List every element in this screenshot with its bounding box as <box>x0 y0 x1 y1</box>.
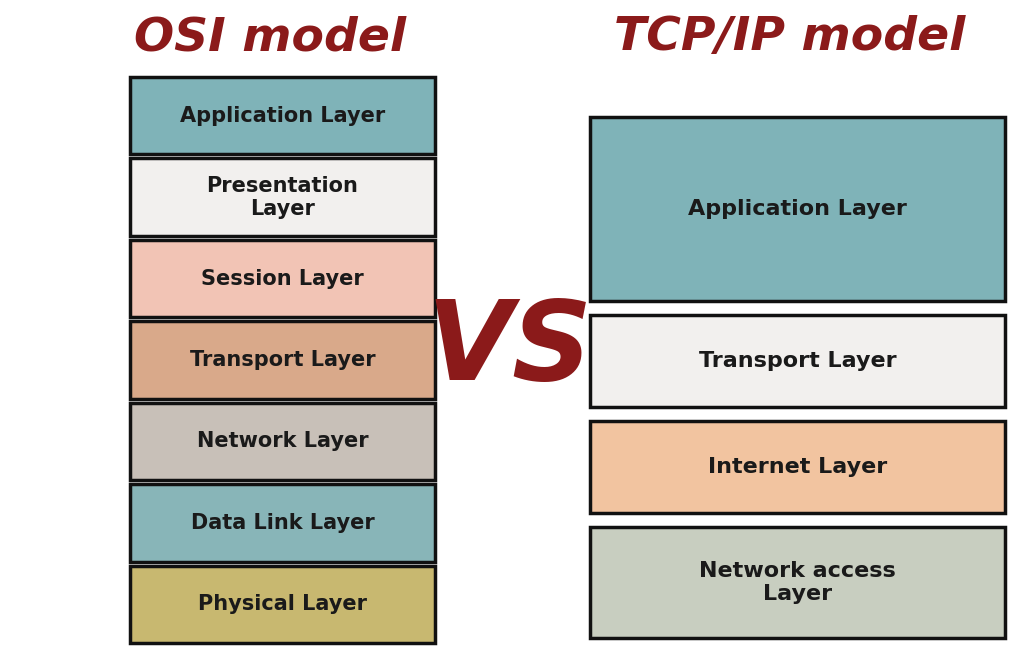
Bar <box>590 527 1005 638</box>
Text: Network Layer: Network Layer <box>197 432 369 452</box>
Text: Transport Layer: Transport Layer <box>189 350 376 370</box>
Text: TCP/IP model: TCP/IP model <box>614 16 966 60</box>
Text: Session Layer: Session Layer <box>201 268 364 289</box>
Text: VS: VS <box>427 296 593 404</box>
Bar <box>130 321 435 398</box>
Bar <box>130 240 435 317</box>
Text: Data Link Layer: Data Link Layer <box>190 513 375 533</box>
Bar <box>130 77 435 155</box>
Text: Application Layer: Application Layer <box>180 106 385 125</box>
Bar <box>130 484 435 562</box>
Bar <box>130 566 435 643</box>
Bar <box>130 159 435 236</box>
Bar <box>590 421 1005 514</box>
Text: Internet Layer: Internet Layer <box>708 458 887 477</box>
Text: Presentation
Layer: Presentation Layer <box>207 176 358 219</box>
Text: OSI model: OSI model <box>134 16 407 60</box>
Bar <box>590 315 1005 408</box>
Text: Network access
Layer: Network access Layer <box>699 561 896 605</box>
Bar <box>130 403 435 480</box>
Text: Physical Layer: Physical Layer <box>198 594 367 614</box>
Text: Transport Layer: Transport Layer <box>698 351 896 371</box>
Text: Application Layer: Application Layer <box>688 199 907 219</box>
Bar <box>590 117 1005 301</box>
